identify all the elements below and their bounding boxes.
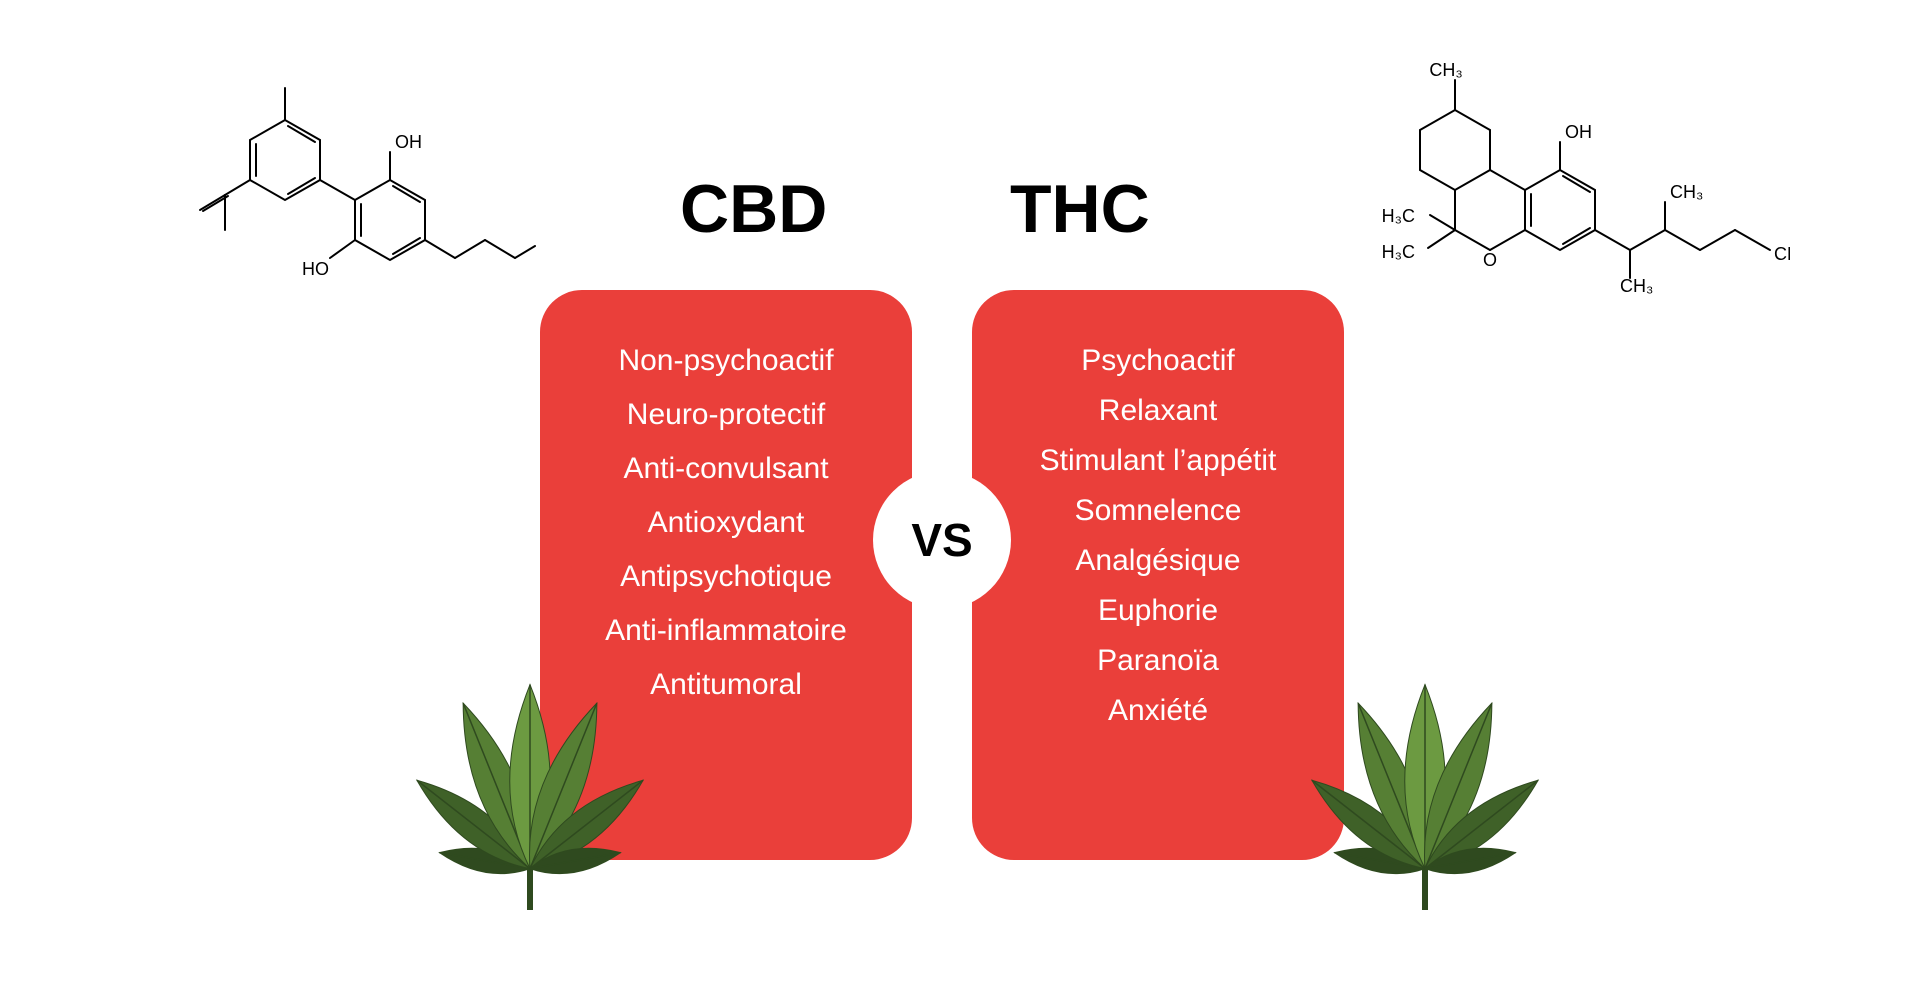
right-property: Euphorie [972,596,1344,626]
svg-text:CH₃: CH₃ [1620,276,1653,296]
svg-text:OH: OH [395,132,422,152]
thc-molecule-diagram: CH₃ OH O H₃C H₃C CH₃ CH₃ CH₃ [1360,60,1790,300]
left-property: Anti-convulsant [540,454,912,484]
svg-text:HO: HO [302,259,329,279]
vs-label: VS [911,513,972,567]
svg-text:OH: OH [1565,122,1592,142]
right-property: Relaxant [972,396,1344,426]
right-property: Psychoactif [972,346,1344,376]
cbd-title: CBD [680,170,827,248]
thc-title: THC [1010,170,1150,248]
left-property: Neuro-protectif [540,400,912,430]
svg-text:O: O [1483,250,1497,270]
left-property: Antipsychotique [540,562,912,592]
svg-text:CH₃: CH₃ [1670,182,1703,202]
vs-badge: VS [873,471,1011,609]
svg-text:H₃C: H₃C [1382,206,1415,226]
cannabis-leaf-icon [395,680,665,910]
svg-text:CH₃: CH₃ [1774,244,1790,264]
thc-panel: Psychoactif Relaxant Stimulant l’appétit So… [972,290,1344,860]
left-property: Antioxydant [540,508,912,538]
left-property: Non-psychoactif [540,346,912,376]
cannabis-leaf-icon [1290,680,1560,910]
right-property: Stimulant l’appétit [972,446,1344,476]
right-property: Somnelence [972,496,1344,526]
infographic-stage: CBD THC [0,0,1920,1000]
svg-text:H₃C: H₃C [1382,242,1415,262]
left-property: Anti-inflammatoire [540,616,912,646]
right-property: Paranoïa [972,646,1344,676]
svg-text:CH₃: CH₃ [1429,60,1462,80]
right-property: Analgésique [972,546,1344,576]
right-property: Anxiété [972,696,1344,726]
cbd-molecule-diagram: OH HO [190,70,540,300]
